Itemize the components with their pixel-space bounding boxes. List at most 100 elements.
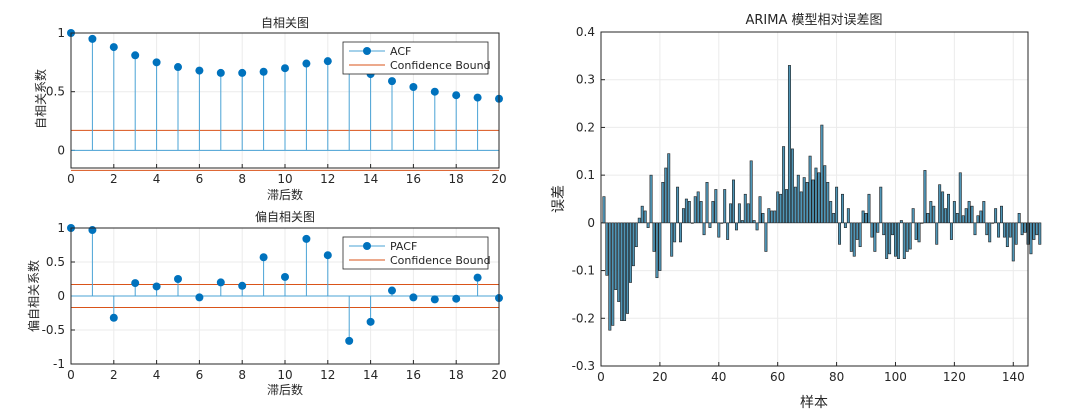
acf-xtick-label: 20 [491,172,506,186]
error-bar [649,174,653,224]
error-bar [985,222,989,236]
pacf-point [323,251,332,260]
error-bar [631,222,635,267]
error-bar [896,222,900,259]
error-bar [988,222,992,243]
pacf-ytick-label: -0.5 [42,323,65,337]
error-bar [929,201,933,224]
error-bar [861,210,865,224]
error-bar [746,203,750,224]
error-bar [947,193,950,224]
error-bar [602,196,606,224]
error-bar [941,191,945,224]
acf-xtick-label: 10 [277,172,292,186]
error-bar [870,222,874,238]
error-chart: ARIMA 模型相对误差图 0 20 40 60 80 100 120 140 -0.3 -0.2… [551,13,1042,411]
error-ytick-label: -0.3 [572,359,595,373]
pacf-point [131,279,140,288]
pacf-point [238,281,247,290]
error-bar [1023,222,1027,233]
error-bar [782,146,786,224]
error-bar [626,222,629,314]
error-bar [1038,222,1042,245]
error-bar [926,213,930,224]
error-ytick-label: 0.3 [576,73,595,87]
error-bar [790,148,794,224]
pacf-xtick-label: 20 [491,368,506,382]
error-bar [885,222,889,259]
error-bar [1029,222,1033,255]
error-bar [793,186,797,224]
error-bar [614,222,618,290]
acf-xlabel: 滞后数 [267,187,303,202]
acf-xtick-label: 2 [110,172,118,186]
pacf-point [409,293,418,302]
pacf-legend-series-marker [363,242,371,250]
error-bar [994,208,998,224]
error-bar [684,198,688,224]
error-bar [1000,205,1003,224]
pacf-xtick-label: 2 [110,368,118,382]
error-bar [773,210,777,224]
error-bar [1002,222,1006,238]
acf-ylabel: 自相关系数 [33,69,48,129]
acf-point [109,43,118,52]
pacf-point [388,286,396,295]
error-bar [852,222,856,257]
error-bar [764,222,768,252]
error-bar [908,222,912,250]
error-ytick-label: -0.1 [572,264,595,278]
error-bar [1008,222,1012,238]
acf-xtick-label: 6 [196,172,204,186]
error-bar [952,201,956,224]
pacf-xtick-label: 8 [238,368,246,382]
error-xtick-label: 140 [1002,370,1025,384]
error-bar [958,172,962,224]
error-xtick-label: 0 [597,370,605,384]
pacf-point [195,293,204,302]
acf-point [216,68,225,77]
error-bar [826,182,830,224]
error-bar [873,222,877,252]
pacf-xtick-label: 10 [277,368,292,382]
error-bar [787,65,791,224]
error-bar [967,201,971,224]
error-bar [891,222,895,236]
error-bar [997,222,1001,238]
error-bar [911,208,915,224]
error-bar [729,203,733,224]
acf-xtick-label: 14 [363,172,378,186]
acf-legend-bound-label: Confidence Bound [390,59,491,72]
pacf-point [281,272,289,281]
pacf-point [259,253,268,262]
error-bar [835,186,839,224]
error-bar [843,222,847,228]
error-bar [770,210,774,224]
error-bar [785,189,789,224]
error-bar [611,222,615,326]
error-bar [876,222,880,233]
error-bar [605,222,609,276]
error-bar [955,213,959,224]
error-bar [864,213,868,224]
error-bar [970,205,974,224]
error-bar [1035,222,1039,236]
error-bar [676,186,680,224]
error-bar [667,153,671,224]
acf-point [152,58,161,67]
error-bar [808,155,812,224]
pacf-legend-bound-label: Confidence Bound [390,254,491,267]
pacf-chart: 偏自相关图 0 2 4 6 8 10 12 14 16 18 20 -1 -0.5 0 0.5 1 PACFCo… [26,209,507,397]
error-bar [858,222,862,248]
error-bar [673,222,677,243]
error-bar [752,220,756,224]
error-bar [687,201,691,224]
pacf-title: 偏自相关图 [255,209,315,224]
error-bar [849,222,853,252]
pacf-xtick-label: 12 [320,368,335,382]
error-bar [702,222,706,236]
error-bar [905,222,909,252]
acf-point [430,87,439,96]
error-xtick-label: 80 [829,370,844,384]
